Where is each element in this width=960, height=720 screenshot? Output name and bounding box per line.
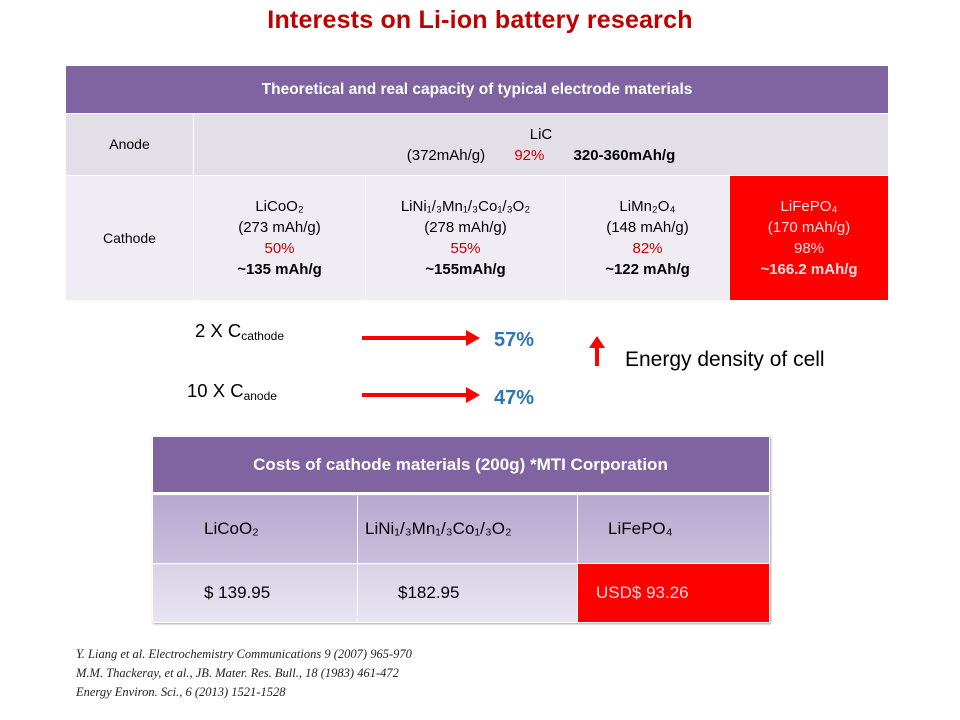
anode-real: 320-360mAh/g bbox=[573, 146, 676, 164]
anode-factor-sub: anode bbox=[243, 389, 277, 403]
anode-pct: 92% bbox=[514, 146, 545, 164]
cost-table-header: Costs of cathode materials (200g) *MTI C… bbox=[151, 436, 771, 495]
cathode-name: LiNi₁/₃Mn₁/₃Co₁/₃O₂ bbox=[400, 198, 531, 215]
cost-material: LiCoO₂ bbox=[152, 493, 358, 564]
reference-item: M.M. Thackeray, et al., JB. Mater. Res. … bbox=[76, 666, 399, 680]
cathode-cell-nmc: LiNi₁/₃Mn₁/₃Co₁/₃O₂ (278 mAh/g) 55% ~155… bbox=[365, 175, 566, 301]
cathode-pct: 98% bbox=[793, 240, 825, 257]
cathode-theoretical: (148 mAh/g) bbox=[606, 219, 689, 236]
anode-arrow bbox=[362, 387, 480, 403]
cost-price: $ 139.95 bbox=[152, 563, 358, 623]
anode-factor-text: 10 X C bbox=[187, 380, 244, 401]
cathode-factor-label: 2 X Ccathode bbox=[195, 320, 284, 342]
references: Y. Liang et al. Electrochemistry Communi… bbox=[76, 645, 412, 702]
anode-factor-label: 10 X Canode bbox=[187, 380, 277, 402]
cathode-cell-limn2o4: LiMn₂O₄ (148 mAh/g) 82% ~122 mAh/g bbox=[565, 175, 730, 301]
cost-price-highlight: USD$ 93.26 bbox=[576, 563, 771, 623]
capacity-table-header: Theoretical and real capacity of typical… bbox=[64, 65, 890, 114]
cathode-pct: 82% bbox=[632, 240, 663, 257]
reference-item: Energy Environ. Sci., 6 (2013) 1521-1528 bbox=[76, 685, 286, 699]
cost-price: $182.95 bbox=[357, 563, 578, 623]
cathode-pct: 50% bbox=[264, 240, 295, 257]
anode-material: LiC bbox=[529, 125, 553, 143]
cathode-real: ~155mAh/g bbox=[425, 261, 506, 278]
slide-title: Interests on Li-ion battery research bbox=[267, 6, 693, 34]
cathode-arrow bbox=[362, 330, 480, 346]
cathode-theoretical: (273 mAh/g) bbox=[238, 219, 321, 236]
cathode-factor-text: 2 X C bbox=[195, 320, 242, 341]
anode-label: Anode bbox=[65, 113, 194, 176]
cathode-real: ~166.2 mAh/g bbox=[760, 261, 858, 278]
up-arrow-icon bbox=[589, 336, 605, 366]
cathode-theoretical: (170 mAh/g) bbox=[767, 219, 851, 236]
cost-material: LiFePO₄ bbox=[576, 493, 771, 564]
cathode-real: ~122 mAh/g bbox=[605, 261, 690, 278]
cathode-real: ~135 mAh/g bbox=[237, 261, 322, 278]
cathode-name: LiMn₂O₄ bbox=[619, 198, 676, 215]
energy-density-label: Energy density of cell bbox=[625, 348, 825, 371]
anode-theoretical: (372mAh/g) bbox=[406, 146, 486, 164]
anode-pct-result: 47% bbox=[494, 387, 535, 409]
cathode-name: LiCoO₂ bbox=[255, 198, 304, 215]
cost-table: Costs of cathode materials (200g) *MTI C… bbox=[151, 436, 771, 623]
cathode-pct-result: 57% bbox=[494, 329, 535, 351]
cathode-theoretical: (278 mAh/g) bbox=[424, 219, 507, 236]
capacity-table: Theoretical and real capacity of typical… bbox=[64, 65, 890, 301]
cathode-pct: 55% bbox=[450, 240, 481, 257]
cathode-factor-sub: cathode bbox=[241, 329, 285, 343]
reference-item: Y. Liang et al. Electrochemistry Communi… bbox=[76, 647, 412, 661]
cathode-name: LiFePO₄ bbox=[780, 198, 838, 215]
cost-material: LiNi₁/₃Mn₁/₃Co₁/₃O₂ bbox=[357, 493, 578, 564]
cathode-label: Cathode bbox=[65, 175, 194, 301]
cathode-cell-lifepo4: LiFePO₄ (170 mAh/g) 98% ~166.2 mAh/g bbox=[728, 175, 890, 301]
cathode-cell-licoo2: LiCoO₂ (273 mAh/g) 50% ~135 mAh/g bbox=[193, 175, 366, 301]
anode-cell: LiC (372mAh/g) 92% 320-360mAh/g bbox=[192, 113, 890, 176]
